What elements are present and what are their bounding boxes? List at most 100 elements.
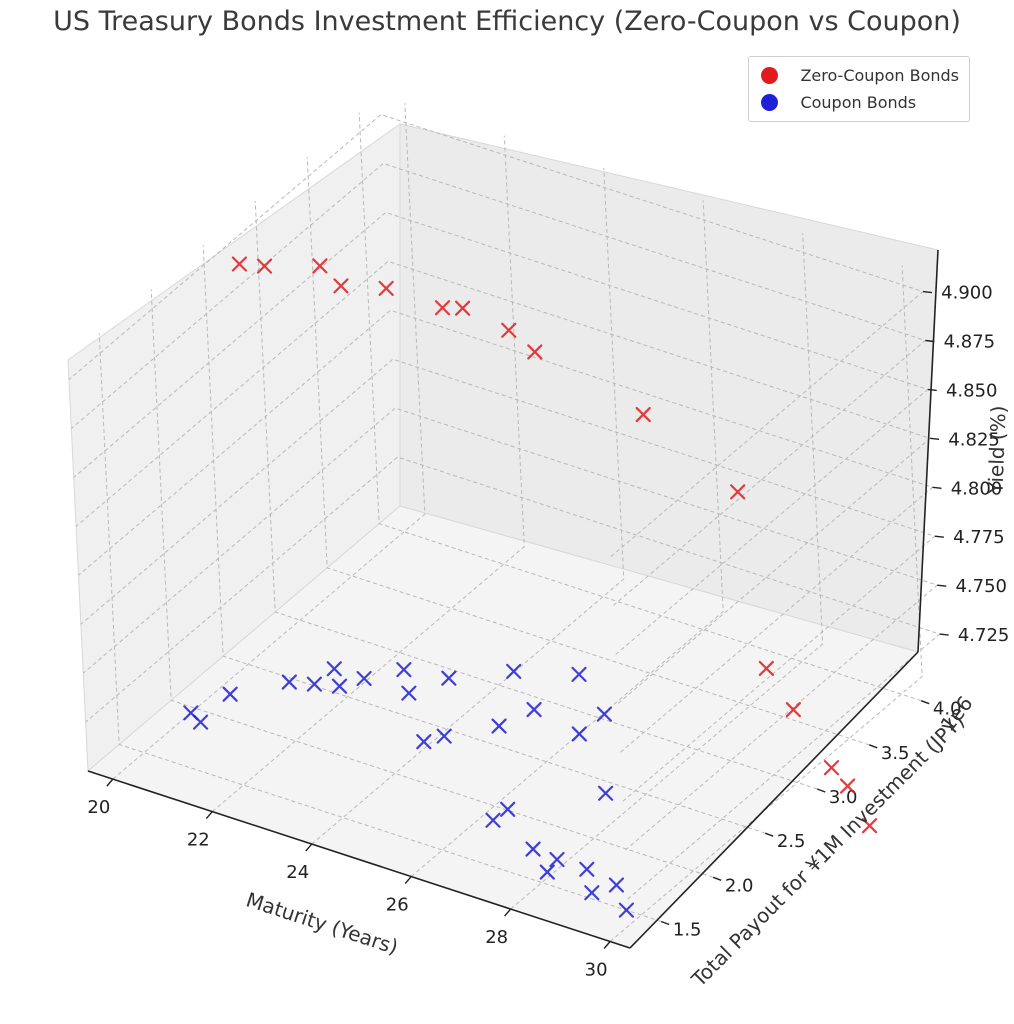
point-zero-coupon-13 bbox=[823, 760, 840, 776]
point-coupon-17 bbox=[571, 726, 587, 742]
gridline-x-4 bbox=[510, 233, 824, 910]
point-coupon-20 bbox=[485, 812, 501, 828]
z-tick-label-5: 4.850 bbox=[946, 380, 998, 401]
legend-label-coupon: Coupon Bonds bbox=[800, 93, 917, 112]
point-coupon-25 bbox=[579, 861, 595, 877]
z-axis-label: Yield (%) bbox=[983, 405, 1010, 495]
point-zero-coupon-2 bbox=[312, 258, 328, 274]
z-axis-line bbox=[917, 249, 939, 653]
point-coupon-28 bbox=[618, 902, 634, 918]
point-coupon-4 bbox=[306, 676, 323, 692]
point-zero-coupon-3 bbox=[333, 278, 349, 294]
x-tick-mark-1 bbox=[205, 811, 213, 820]
z-tick-mark-4 bbox=[930, 437, 940, 441]
z-tick-label-3: 4.800 bbox=[951, 478, 1003, 499]
gridline-y-4 bbox=[306, 156, 870, 746]
gridline-x-1 bbox=[211, 135, 525, 812]
z-tick-label-7: 4.900 bbox=[941, 283, 993, 304]
x-tick-mark-3 bbox=[404, 876, 412, 885]
point-coupon-12 bbox=[436, 728, 452, 744]
point-zero-coupon-14 bbox=[839, 778, 856, 794]
z-tick-mark-1 bbox=[937, 584, 947, 587]
point-zero-coupon-10 bbox=[730, 484, 746, 500]
y-tick-label-2: 2.5 bbox=[777, 831, 806, 852]
x-tick-mark-5 bbox=[603, 941, 611, 949]
point-coupon-27 bbox=[608, 877, 625, 893]
x-tick-label-2: 24 bbox=[286, 862, 309, 883]
x-tick-label-3: 26 bbox=[386, 895, 409, 916]
point-zero-coupon-9 bbox=[635, 406, 651, 423]
gridline-y-0 bbox=[98, 333, 662, 922]
z-tick-label-0: 4.725 bbox=[958, 625, 1010, 646]
z-tick-mark-5 bbox=[927, 388, 937, 392]
point-coupon-13 bbox=[506, 663, 522, 679]
point-zero-coupon-5 bbox=[434, 300, 451, 316]
gridline-x-2 bbox=[311, 168, 625, 845]
legend-marker-coupon bbox=[761, 94, 779, 111]
y-axis-line bbox=[629, 651, 919, 949]
gridline-z-7 bbox=[68, 114, 924, 557]
y-tick-label-5: 4.0 bbox=[933, 699, 962, 720]
gridline-y-3 bbox=[254, 200, 818, 790]
y-tick-label-3: 3.0 bbox=[829, 787, 858, 808]
data-points bbox=[183, 256, 878, 918]
gridline-x-5 bbox=[609, 265, 923, 942]
gridline-x-3 bbox=[410, 200, 724, 877]
point-zero-coupon-12 bbox=[785, 702, 801, 718]
point-zero-coupon-0 bbox=[231, 256, 248, 272]
y-tick-mark-4 bbox=[868, 744, 878, 749]
y-tick-mark-2 bbox=[764, 832, 774, 837]
point-coupon-10 bbox=[441, 670, 457, 686]
point-coupon-19 bbox=[598, 785, 614, 801]
z-tick-mark-6 bbox=[925, 339, 935, 343]
grid-lines bbox=[68, 103, 941, 942]
x-tick-mark-2 bbox=[305, 843, 313, 852]
point-coupon-18 bbox=[596, 706, 612, 722]
z-tick-mark-2 bbox=[934, 535, 944, 538]
x-axis-label: Maturity (Years) bbox=[243, 887, 401, 959]
legend-entry-zero-coupon: Zero-Coupon Bonds bbox=[761, 62, 959, 89]
point-zero-coupon-1 bbox=[256, 258, 273, 274]
chart-legend: Zero-Coupon Bonds Coupon Bonds bbox=[748, 56, 970, 122]
point-zero-coupon-7 bbox=[501, 322, 517, 338]
gridline-z-6 bbox=[71, 162, 927, 606]
point-coupon-22 bbox=[525, 841, 541, 857]
x-axis-line bbox=[87, 770, 631, 949]
point-coupon-9 bbox=[401, 685, 417, 701]
x-tick-mark-4 bbox=[504, 908, 512, 917]
point-coupon-23 bbox=[539, 864, 555, 880]
z-tick-mark-0 bbox=[939, 633, 949, 636]
x-tick-label-4: 28 bbox=[485, 927, 508, 948]
gridline-z-2 bbox=[80, 358, 936, 802]
z-tick-label-1: 4.750 bbox=[955, 576, 1007, 597]
gridline-z-1 bbox=[82, 407, 939, 851]
x-tick-label-1: 22 bbox=[187, 830, 210, 851]
gridline-z-3 bbox=[78, 309, 934, 753]
x-tick-mark-0 bbox=[106, 778, 114, 787]
gridline-y-5 bbox=[358, 112, 922, 702]
legend-entry-coupon: Coupon Bonds bbox=[761, 89, 959, 116]
y-tick-mark-0 bbox=[660, 920, 670, 926]
y-tick-label-1: 2.0 bbox=[725, 875, 754, 896]
point-coupon-2 bbox=[222, 686, 238, 702]
gridline-z-5 bbox=[73, 211, 929, 655]
point-zero-coupon-6 bbox=[455, 300, 471, 316]
point-coupon-7 bbox=[356, 670, 372, 687]
x-tick-label-0: 20 bbox=[87, 797, 110, 818]
legend-marker-zero-coupon bbox=[761, 67, 779, 84]
y-tick-label-4: 3.5 bbox=[881, 743, 910, 764]
point-coupon-3 bbox=[281, 674, 297, 690]
point-zero-coupon-8 bbox=[527, 344, 543, 360]
z-tick-label-6: 4.875 bbox=[944, 332, 996, 353]
point-coupon-21 bbox=[500, 801, 516, 817]
point-coupon-1 bbox=[192, 714, 209, 730]
point-coupon-16 bbox=[571, 666, 587, 682]
gridline-y-2 bbox=[202, 245, 766, 834]
point-zero-coupon-11 bbox=[758, 660, 774, 677]
gridline-x-0 bbox=[112, 103, 426, 780]
legend-label-zero-coupon: Zero-Coupon Bonds bbox=[800, 66, 959, 85]
gridline-y-1 bbox=[150, 289, 714, 878]
axis-ticks: 20 22 24 26 28 30 1.5 2.0 2.5 3.0 3.5 4.0 4.725 4.750… bbox=[87, 283, 1009, 981]
chart-title: US Treasury Bonds Investment Efficiency … bbox=[53, 6, 961, 37]
point-coupon-14 bbox=[491, 718, 507, 734]
